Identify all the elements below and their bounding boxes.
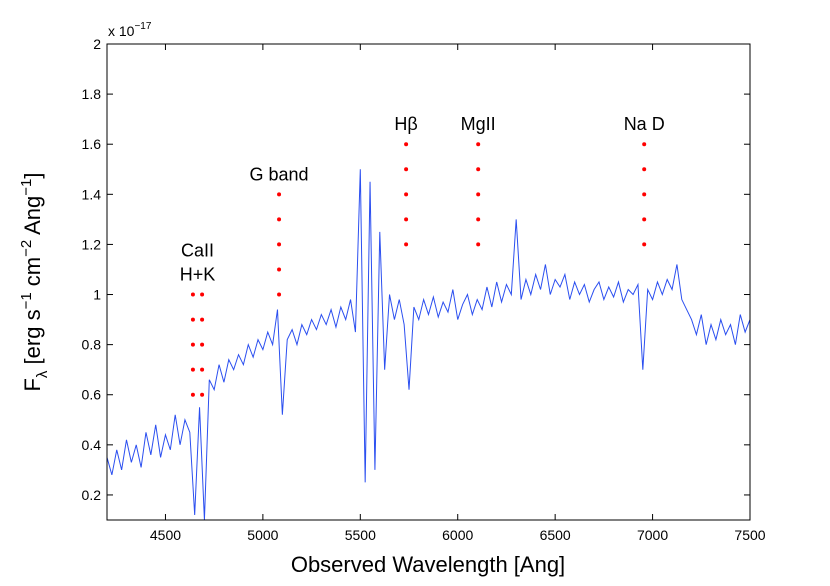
y-label-part: ] — [20, 172, 45, 178]
line-marker-dot — [277, 267, 282, 272]
line-marker-dot — [642, 217, 647, 222]
line-marker-dot — [642, 142, 647, 147]
y-label-part: cm — [20, 257, 45, 292]
feature-label: H+K — [180, 265, 216, 285]
line-marker-dot — [277, 242, 282, 247]
line-marker-dot — [642, 242, 647, 247]
y-label-part: −1 — [18, 179, 35, 196]
axis-multiplier: x 10−17 — [108, 21, 152, 39]
x-tick-label: 7500 — [734, 527, 765, 543]
y-label-part: Ang — [20, 196, 45, 240]
line-marker-dot — [476, 167, 481, 172]
axes-frame — [106, 43, 751, 521]
x-tick-label: 6000 — [442, 527, 473, 543]
line-marker-dot — [404, 192, 409, 197]
y-axis-label: Fλ [erg s−1 cm−2 Ang−1] — [18, 172, 51, 391]
x-tick-label: 4500 — [150, 527, 181, 543]
y-label-part: [erg s — [20, 309, 45, 370]
y-tick-label: 0.6 — [82, 387, 102, 403]
line-marker-dot — [190, 367, 195, 372]
line-marker-dot — [404, 217, 409, 222]
feature-label: CaII — [181, 241, 214, 261]
feature-label: Na D — [624, 114, 665, 134]
x-tick-label: 7000 — [637, 527, 668, 543]
feature-label: Hβ — [394, 114, 417, 134]
line-marker-dot — [200, 342, 205, 347]
line-marker-dot — [642, 167, 647, 172]
line-marker-dot — [190, 342, 195, 347]
y-tick-label: 1 — [93, 287, 101, 303]
spectrum-line — [107, 169, 750, 520]
line-marker-dot — [277, 192, 282, 197]
y-tick-label: 1.8 — [82, 86, 102, 102]
feature-label: G band — [250, 164, 309, 184]
y-tick-label: 0.8 — [82, 337, 102, 353]
line-marker-dot — [404, 142, 409, 147]
x-axis-label: Observed Wavelength [Ang] — [291, 552, 565, 577]
line-marker-dot — [277, 292, 282, 297]
x-tick-label: 6500 — [540, 527, 571, 543]
line-marker-dot — [190, 392, 195, 397]
line-marker-dot — [476, 192, 481, 197]
line-marker-dot — [642, 192, 647, 197]
line-marker-dot — [190, 317, 195, 322]
y-tick-label: 1.4 — [82, 186, 102, 202]
line-marker-dot — [476, 242, 481, 247]
feature-label: MgII — [461, 114, 496, 134]
y-label-part: −2 — [18, 240, 35, 257]
y-label-part: −1 — [18, 292, 35, 309]
y-label-part: λ — [34, 370, 51, 378]
y-tick-label: 2 — [93, 36, 101, 52]
line-marker-dot — [404, 167, 409, 172]
line-marker-dot — [476, 217, 481, 222]
line-marker-dot — [200, 292, 205, 297]
line-marker-dot — [200, 392, 205, 397]
y-tick-label: 0.2 — [82, 487, 102, 503]
y-tick-label: 0.4 — [82, 437, 102, 453]
line-marker-dot — [200, 317, 205, 322]
y-tick-label: 1.6 — [82, 136, 102, 152]
line-marker-dot — [476, 142, 481, 147]
line-marker-dot — [277, 217, 282, 222]
line-marker-dot — [404, 242, 409, 247]
y-label-part: F — [20, 378, 45, 391]
plot-area — [107, 44, 750, 520]
line-marker-dot — [200, 367, 205, 372]
y-tick-label: 1.2 — [82, 236, 102, 252]
x-tick-label: 5000 — [247, 527, 278, 543]
line-marker-dot — [190, 292, 195, 297]
x-tick-label: 5500 — [345, 527, 376, 543]
